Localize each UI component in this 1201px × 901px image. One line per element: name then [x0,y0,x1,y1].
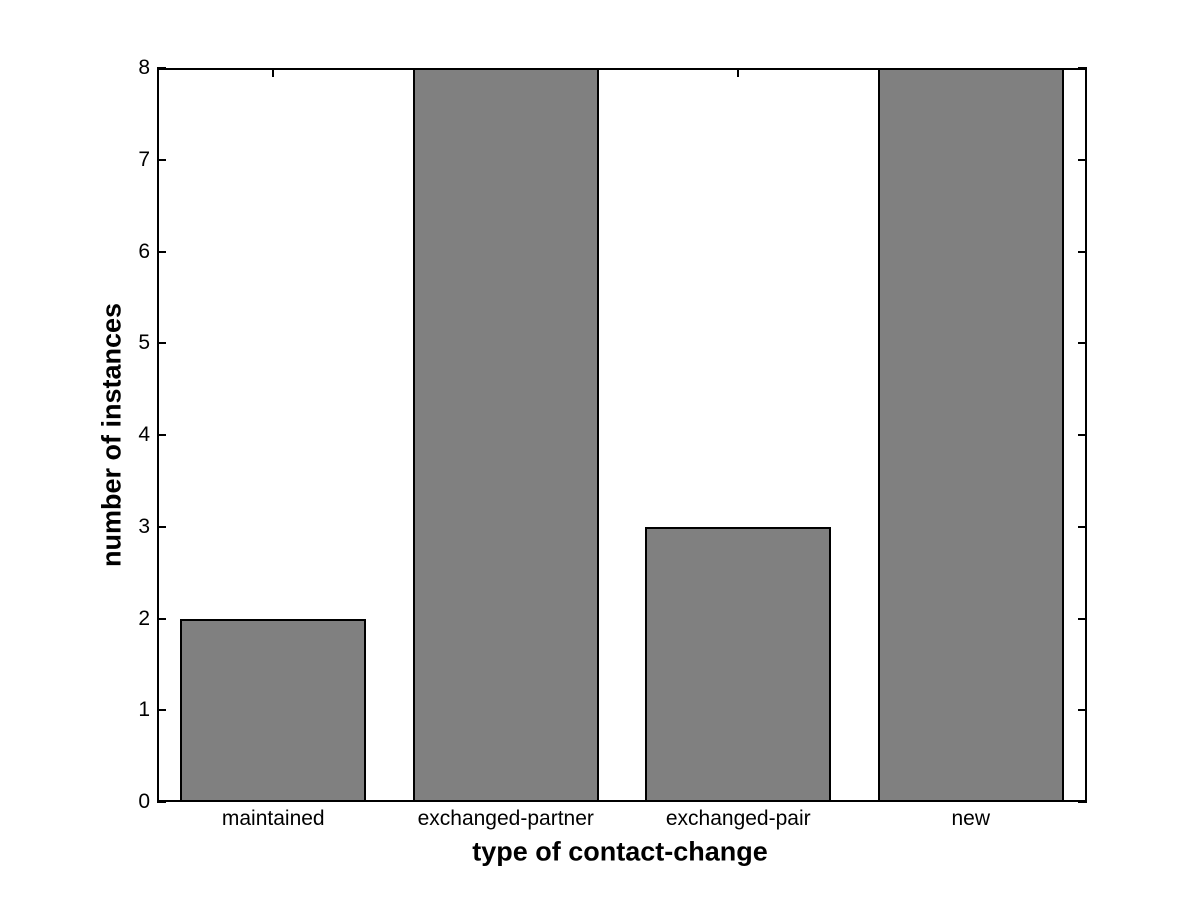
y-tick-mark-left [157,434,166,436]
y-tick-label: 4 [138,423,150,446]
y-tick-label: 7 [138,147,150,171]
y-tick-mark-right [1078,709,1087,712]
y-tick-mark-left [157,709,166,712]
bar-exchanged-partner [412,68,599,802]
y-tick-mark-right [1078,434,1087,436]
y-tick-mark-left [157,342,166,345]
plot-area [157,67,1087,803]
y-tick-mark-right [1078,342,1087,345]
y-tick-mark-left [157,801,166,803]
y-tick-mark-left [157,525,166,528]
bar-new [877,68,1064,802]
x-tick-mark-top [272,68,275,77]
x-tick-label: maintained [221,807,325,830]
y-tick-label: 2 [138,606,150,630]
axis-box-top [157,68,1087,70]
y-tick-mark-right [1078,617,1087,620]
bar-maintained [180,618,367,802]
y-tick-mark-left [157,158,166,161]
y-tick-mark-right [1078,250,1087,253]
y-tick-label: 0 [138,790,150,813]
y-tick-mark-left [157,250,166,253]
x-tick-label: exchanged-pair [665,807,811,830]
bar-exchanged-pair [645,526,832,802]
y-tick-label: 8 [138,56,150,79]
y-tick-label: 1 [138,698,150,722]
x-tick-label: new [951,807,991,830]
x-tick-label: exchanged-partner [417,807,594,830]
axis-box-left [157,68,159,802]
axis-box-right [1085,68,1087,802]
y-tick-label: 6 [138,239,150,263]
y-tick-mark-right [1078,158,1087,161]
y-tick-mark-right [1078,801,1087,803]
y-tick-label: 3 [138,514,150,538]
x-tick-mark-top [737,68,740,77]
y-tick-mark-right [1078,525,1087,528]
x-axis-label: type of contact-change [472,836,768,867]
y-tick-label: 5 [138,331,150,355]
axis-box-bottom [157,800,1087,802]
y-tick-mark-left [157,617,166,620]
